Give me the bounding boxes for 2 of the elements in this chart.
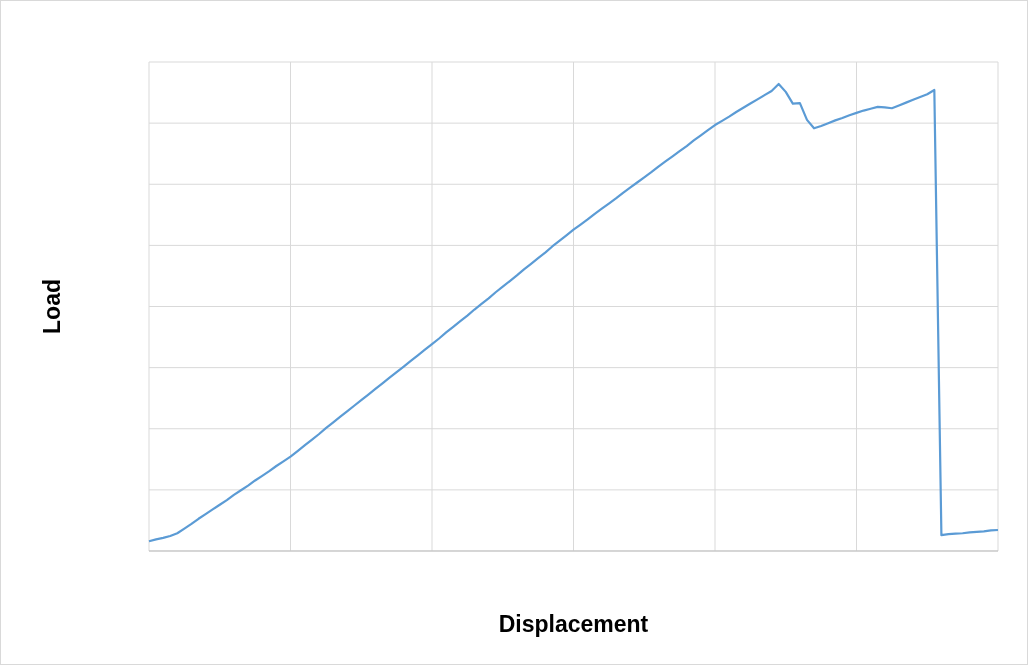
x-axis-title: Displacement bbox=[498, 611, 649, 638]
y-axis-title: Load bbox=[39, 279, 66, 334]
